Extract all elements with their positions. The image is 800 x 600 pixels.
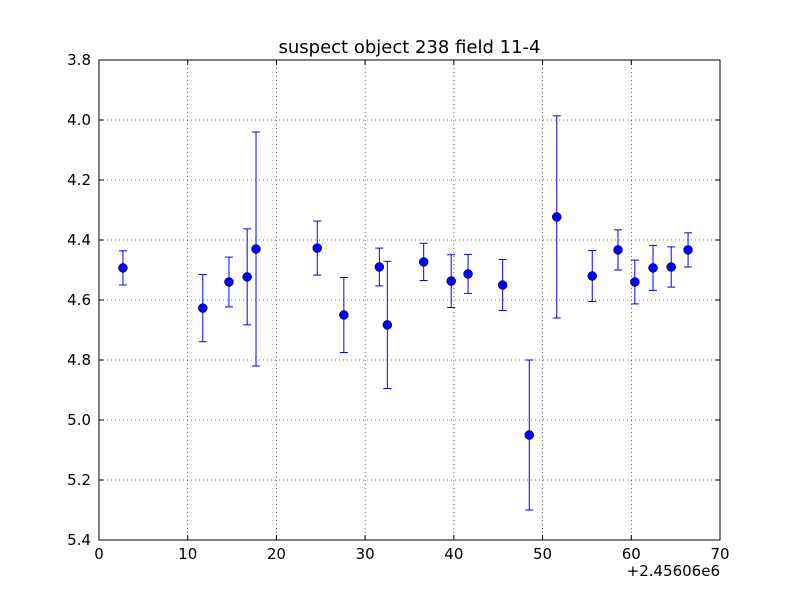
point xyxy=(587,271,598,281)
y-tick-label: 5.4 xyxy=(67,531,91,549)
y-tick-label: 4.6 xyxy=(67,291,91,309)
point xyxy=(198,303,208,313)
point xyxy=(224,277,234,287)
point xyxy=(648,263,658,273)
point xyxy=(374,262,385,272)
point xyxy=(382,320,393,330)
point xyxy=(251,244,261,254)
y-tick-label: 4.0 xyxy=(67,111,91,129)
x-tick-label: 60 xyxy=(622,545,641,563)
point xyxy=(613,245,623,255)
plot-frame xyxy=(98,59,721,541)
y-tick-label: 4.2 xyxy=(67,171,91,189)
point xyxy=(552,212,562,222)
x-offset-label: +2.45606e6 xyxy=(627,562,720,580)
y-tick-label: 4.4 xyxy=(67,231,91,249)
point xyxy=(418,257,429,267)
y-tick-label: 5.0 xyxy=(67,411,91,429)
x-tick-label: 20 xyxy=(267,545,286,563)
x-tick-label: 40 xyxy=(444,545,463,563)
y-tick-label: 5.2 xyxy=(67,471,91,489)
point xyxy=(666,262,676,272)
x-tick-label: 10 xyxy=(178,545,197,563)
point xyxy=(312,243,322,253)
point xyxy=(242,272,252,282)
point xyxy=(118,263,128,273)
x-tick-label: 50 xyxy=(533,545,552,563)
y-tick-label: 4.8 xyxy=(67,351,91,369)
point xyxy=(683,245,693,255)
point xyxy=(339,310,349,320)
point xyxy=(630,277,640,287)
x-tick-label: 70 xyxy=(710,545,729,563)
point xyxy=(524,430,535,440)
point xyxy=(463,269,473,279)
y-tick-label: 3.8 xyxy=(67,51,91,69)
x-tick-label: 0 xyxy=(94,545,104,563)
point xyxy=(446,276,456,286)
x-tick-label: 30 xyxy=(356,545,375,563)
chart-title: suspect object 238 field 11-4 xyxy=(278,37,540,58)
point xyxy=(497,280,508,290)
